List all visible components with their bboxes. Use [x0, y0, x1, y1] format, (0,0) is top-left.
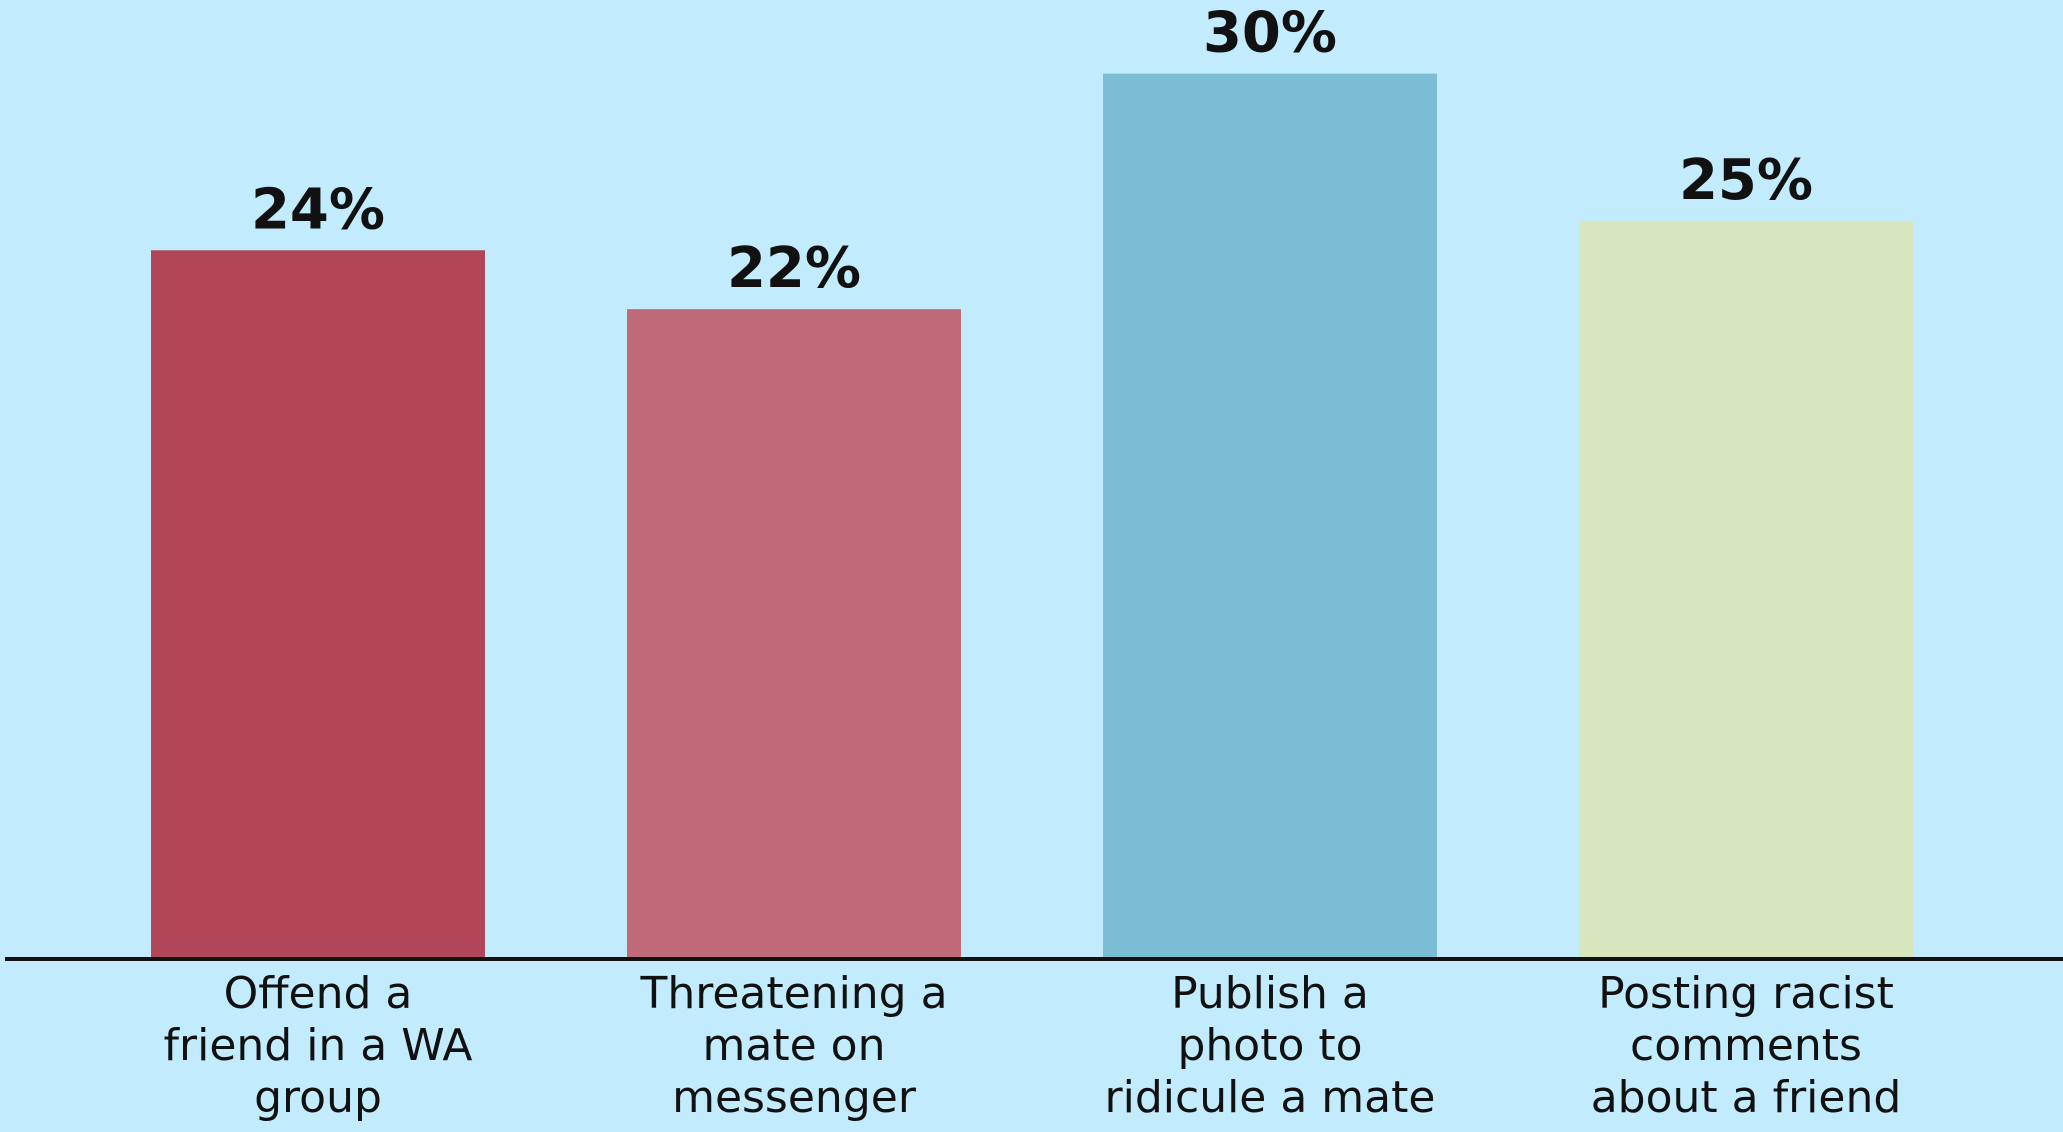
- bar-4: [1579, 220, 1913, 957]
- category-label-1: Offend a friend in a WA group: [164, 968, 473, 1123]
- category-label-3: Publish a photo to ridicule a mate: [1105, 968, 1436, 1123]
- value-label-4: 25%: [1679, 148, 1813, 213]
- bar-1: [151, 250, 485, 958]
- bar-2: [627, 309, 961, 958]
- category-label-2-line-3: messenger: [672, 1072, 917, 1123]
- value-label-3: 30%: [1203, 1, 1337, 66]
- category-label-2-line-1: Threatening a: [639, 968, 947, 1019]
- category-label-4: Posting racist comments about a friend: [1591, 968, 1902, 1123]
- category-label-1-line-2: friend in a WA: [164, 1020, 473, 1071]
- value-labels-group: 24% 22% 30% 25%: [251, 1, 1813, 302]
- category-label-1-line-3: group: [254, 1072, 382, 1123]
- category-label-3-line-3: ridicule a mate: [1105, 1072, 1436, 1123]
- category-labels-group: Offend a friend in a WA group Threatening a…: [164, 968, 1902, 1123]
- category-label-4-line-1: Posting racist: [1598, 968, 1894, 1019]
- category-label-2: Threatening a mate on messenger: [639, 968, 947, 1123]
- category-label-3-line-2: photo to: [1177, 1020, 1362, 1071]
- bars-group: [151, 73, 1913, 958]
- category-label-4-line-2: comments: [1630, 1020, 1862, 1071]
- category-label-2-line-2: mate on: [703, 1020, 886, 1071]
- bar-3: [1103, 73, 1437, 958]
- category-label-3-line-1: Publish a: [1171, 968, 1369, 1019]
- category-label-4-line-3: about a friend: [1591, 1072, 1902, 1123]
- category-label-1-line-1: Offend a: [224, 968, 413, 1019]
- value-label-2: 22%: [727, 236, 861, 301]
- value-label-1: 24%: [251, 177, 385, 242]
